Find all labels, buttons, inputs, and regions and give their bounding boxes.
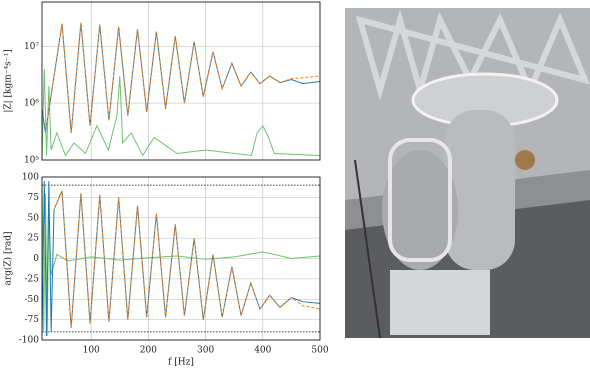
y-tick-label: 25 bbox=[28, 234, 40, 244]
x-tick-label: 400 bbox=[254, 346, 271, 356]
x-tick-label: 300 bbox=[197, 346, 214, 356]
y-axis-label: arg(Z) [rad] bbox=[3, 231, 14, 285]
series-line bbox=[42, 185, 320, 336]
y-tick-label: 10⁵ bbox=[24, 156, 39, 166]
axes-frame bbox=[41, 1, 321, 161]
x-tick-label: 500 bbox=[311, 346, 328, 356]
series-line bbox=[42, 22, 320, 133]
x-tick-label: 200 bbox=[140, 346, 157, 356]
series-line bbox=[44, 22, 320, 133]
y-tick-label: -25 bbox=[25, 274, 40, 284]
y-tick-label: -100 bbox=[19, 336, 39, 346]
y-axis-label: |Z| [kgm⁻⁴s⁻¹] bbox=[4, 49, 14, 112]
series-line bbox=[42, 68, 320, 158]
y-tick-label: 50 bbox=[28, 213, 40, 223]
x-axis-label: f [Hz] bbox=[168, 358, 194, 368]
axes-frame bbox=[41, 176, 321, 341]
series-line bbox=[53, 190, 320, 328]
y-tick-label: 75 bbox=[28, 193, 40, 203]
x-tick-label: 100 bbox=[83, 346, 100, 356]
photo bbox=[345, 8, 590, 339]
y-tick-label: 10⁷ bbox=[24, 42, 39, 52]
y-tick-label: -75 bbox=[25, 315, 40, 325]
y-tick-label: 0 bbox=[33, 254, 39, 264]
y-tick-label: 10⁶ bbox=[24, 99, 39, 109]
y-tick-label: 100 bbox=[22, 173, 39, 183]
y-tick-label: -50 bbox=[25, 295, 40, 305]
